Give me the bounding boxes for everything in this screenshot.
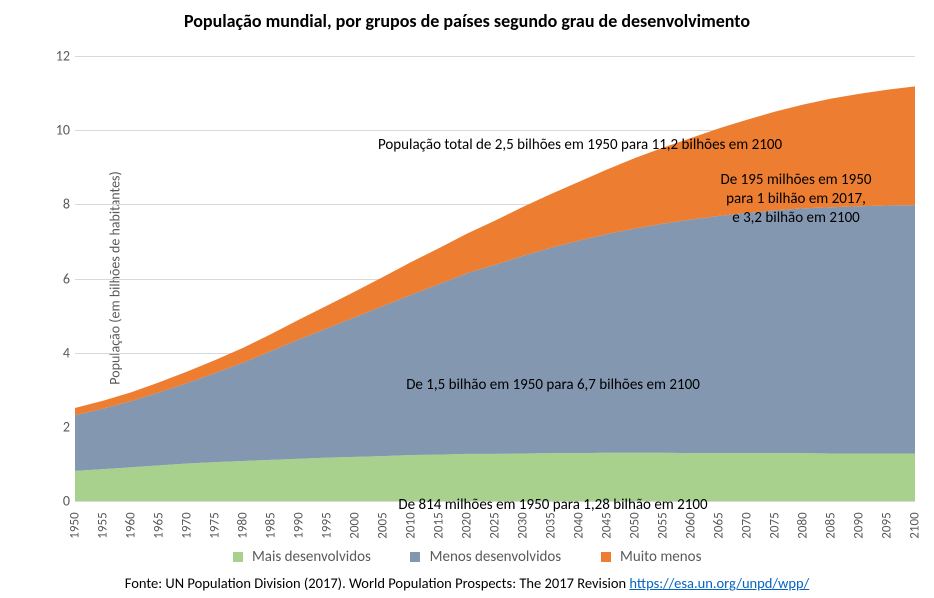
x-tick: 2070	[740, 510, 755, 542]
x-tick: 1950	[68, 510, 83, 542]
x-tick: 1970	[180, 510, 195, 542]
x-tick: 2005	[376, 510, 391, 542]
y-tick: 8	[50, 196, 70, 213]
x-tick: 2065	[712, 510, 727, 542]
x-tick: 1955	[96, 510, 111, 542]
x-tick: 1995	[320, 510, 335, 542]
x-tick: 2100	[908, 510, 923, 542]
annotation-total: População total de 2,5 bilhões em 1950 p…	[378, 136, 782, 155]
legend-label-mais: Mais desenvolvidos	[252, 548, 371, 566]
y-axis-ticks: 024681012	[50, 56, 70, 501]
legend: Mais desenvolvidos Menos desenvolvidos M…	[0, 548, 934, 566]
source-text: Fonte: UN Population Division (2017). Wo…	[125, 574, 630, 592]
x-tick: 2000	[348, 510, 363, 542]
y-tick: 10	[50, 122, 70, 139]
annotation-mais: De 814 milhões em 1950 para 1,28 bilhão …	[398, 496, 707, 515]
y-tick: 0	[50, 493, 70, 510]
legend-item-mais: Mais desenvolvidos	[233, 548, 371, 566]
legend-swatch-mais	[233, 552, 243, 562]
legend-item-muito: Muito menos	[601, 548, 702, 566]
x-tick: 2085	[824, 510, 839, 542]
legend-swatch-menos	[410, 552, 420, 562]
x-tick: 1985	[264, 510, 279, 542]
x-tick: 2080	[796, 510, 811, 542]
legend-label-menos: Menos desenvolvidos	[430, 548, 562, 566]
source-line: Fonte: UN Population Division (2017). Wo…	[0, 574, 934, 592]
plot-area	[75, 56, 915, 501]
chart-title: População mundial, por grupos de países …	[0, 0, 934, 32]
annotation-menos: De 1,5 bilhão em 1950 para 6,7 bilhões e…	[406, 376, 700, 395]
y-tick: 2	[50, 418, 70, 435]
legend-item-menos: Menos desenvolvidos	[410, 548, 561, 566]
source-link[interactable]: https://esa.un.org/unpd/wpp/	[629, 574, 809, 592]
y-tick: 6	[50, 270, 70, 287]
x-tick: 1980	[236, 510, 251, 542]
legend-label-muito: Muito menos	[620, 548, 701, 566]
x-tick: 1965	[152, 510, 167, 542]
legend-swatch-muito	[601, 552, 611, 562]
stacked-area-svg	[75, 56, 915, 501]
x-tick: 2095	[880, 510, 895, 542]
x-tick: 2075	[768, 510, 783, 542]
x-tick: 1960	[124, 510, 139, 542]
x-tick: 2090	[852, 510, 867, 542]
y-tick: 12	[50, 48, 70, 65]
annotation-muito-menos: De 195 milhões em 1950para 1 bilhão em 2…	[721, 171, 872, 227]
y-tick: 4	[50, 344, 70, 361]
x-tick: 1975	[208, 510, 223, 542]
x-tick: 1990	[292, 510, 307, 542]
